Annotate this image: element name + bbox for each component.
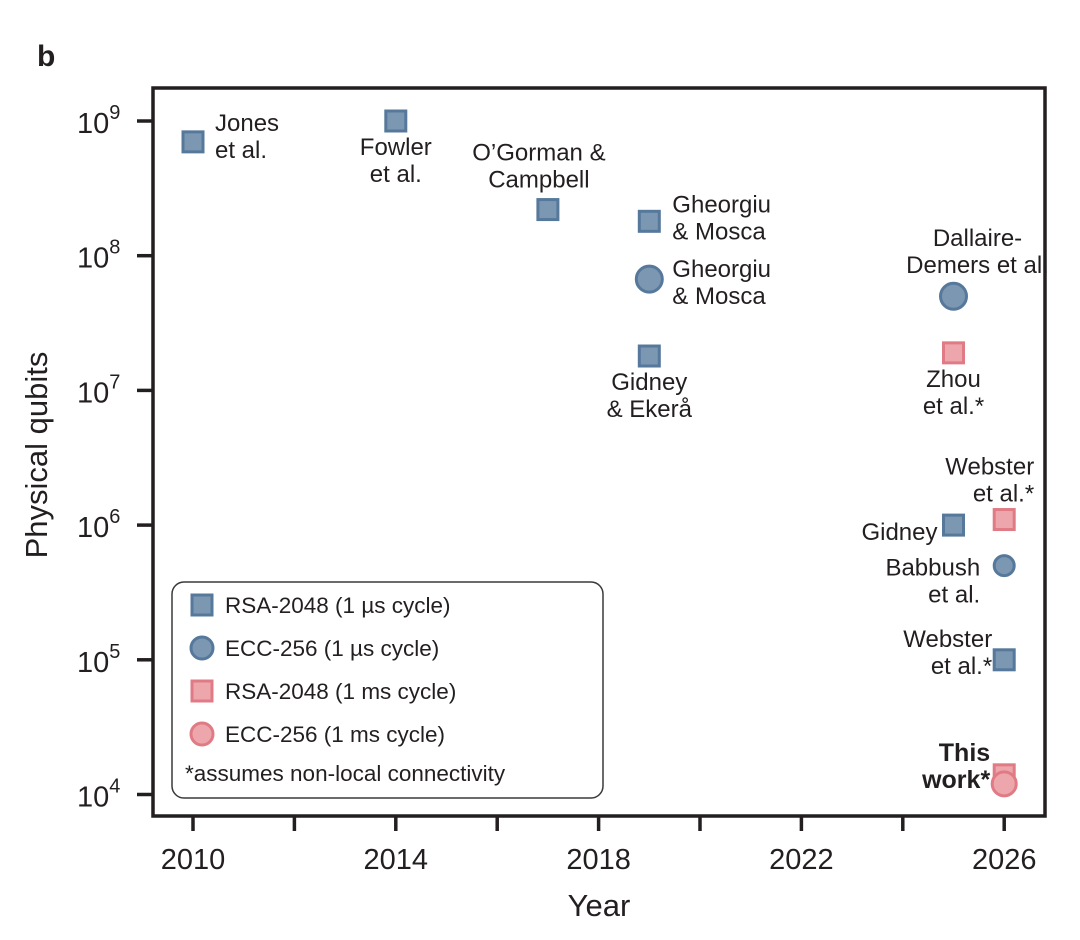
point-label: Webster et al.* — [945, 454, 1034, 508]
y-tick-label: 107 — [77, 371, 120, 409]
x-tick-label: 2014 — [364, 844, 429, 876]
legend-label: RSA-2048 (1 µs cycle) — [225, 593, 451, 618]
point-label: Jones et al. — [215, 110, 279, 164]
x-tick-label: 2018 — [566, 844, 631, 876]
legend-marker — [190, 679, 214, 703]
point-label: Babbush et al. — [885, 555, 980, 609]
data-point — [181, 130, 205, 154]
point-label: Zhou et al.* — [923, 366, 984, 420]
point-label: Gidney — [861, 519, 937, 546]
data-point — [990, 770, 1018, 798]
data-point — [637, 344, 661, 368]
legend-marker — [189, 635, 215, 661]
y-tick-label: 108 — [77, 237, 120, 275]
point-label: Gheorgiu & Mosca — [672, 191, 771, 245]
point-label: Dallaire-Demers et al. — [906, 225, 1049, 279]
y-tick-label: 109 — [77, 102, 120, 140]
data-point — [536, 198, 560, 222]
legend-label: ECC-256 (1 ms cycle) — [225, 722, 445, 747]
data-point — [992, 648, 1016, 672]
x-axis-label: Year — [568, 888, 631, 923]
legend-marker — [190, 593, 214, 617]
x-tick-label: 2010 — [161, 844, 226, 876]
y-axis-label: Physical qubits — [19, 352, 54, 559]
data-point — [939, 281, 968, 311]
legend-marker — [189, 721, 215, 747]
data-point — [637, 209, 661, 233]
legend-note: *assumes non-local connectivity — [185, 761, 506, 786]
legend: RSA-2048 (1 µs cycle) ECC-256 (1 µs cycle… — [171, 581, 604, 799]
point-labels: Jones et al. Fowler et al. O’Gorman & Campbel… — [215, 110, 1049, 794]
x-tick-label: 2022 — [769, 844, 834, 876]
point-label: Webster et al.* — [903, 626, 992, 680]
data-point — [942, 513, 965, 537]
data-point — [634, 264, 664, 294]
legend-label: RSA-2048 (1 ms cycle) — [225, 679, 456, 704]
point-label: Gidney & Ekerå — [607, 369, 693, 423]
point-label: Gheorgiu & Mosca — [672, 256, 771, 310]
y-tick-label: 106 — [77, 506, 120, 544]
point-label: This work* — [921, 739, 990, 794]
x-tick-label: 2026 — [972, 844, 1037, 876]
panel-label: b — [37, 40, 55, 73]
data-point — [992, 508, 1016, 532]
y-tick-label: 104 — [77, 776, 120, 814]
point-label: Fowler et al. — [360, 134, 432, 188]
y-tick-label: 105 — [77, 641, 120, 679]
point-label: O’Gorman & Campbell — [472, 140, 605, 194]
data-point — [384, 109, 408, 133]
data-point — [942, 341, 965, 365]
data-point — [992, 554, 1016, 578]
data-points — [181, 109, 1018, 798]
legend-label: ECC-256 (1 µs cycle) — [225, 636, 439, 661]
legend-box — [171, 581, 604, 799]
